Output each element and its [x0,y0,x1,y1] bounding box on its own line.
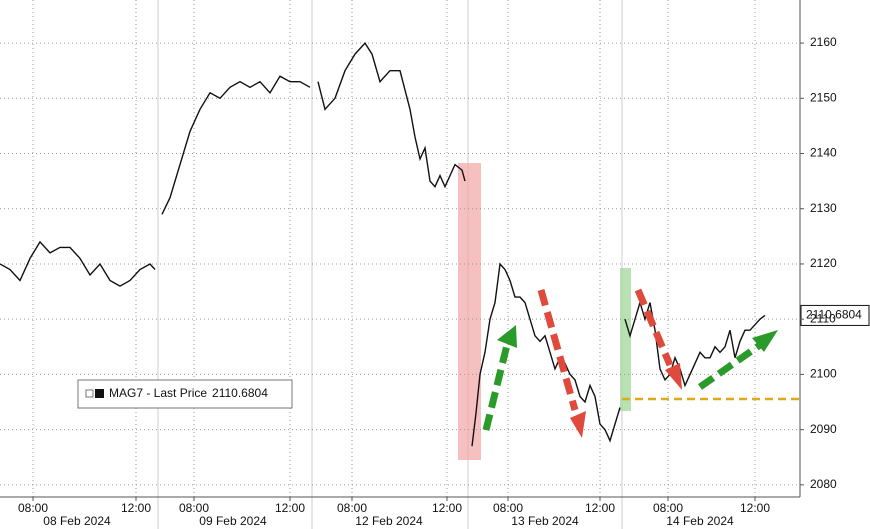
x-tick-label: 08:00 [179,501,209,515]
x-tick-label: 08:00 [493,501,523,515]
y-tick-label: 2140 [810,146,837,160]
x-tick-label: 12:00 [740,501,770,515]
x-date-label: 13 Feb 2024 [511,514,579,528]
x-date-label: 09 Feb 2024 [199,514,267,528]
legend-box [77,379,293,409]
x-tick-label: 12:00 [275,501,305,515]
arrows [482,288,778,438]
y-tick-label: 2090 [810,422,837,436]
arrowhead [665,363,682,390]
y-tick-label: 2110 [810,311,836,325]
x-tick-label: 12:00 [432,501,462,515]
x-tick-label: 08:00 [337,501,367,515]
x-date-label: 12 Feb 2024 [355,514,423,528]
legend-text: MAG7 - Last Price 2110.6804 [109,386,268,400]
last-price-box [800,304,870,326]
price-line [0,41,766,447]
y-tick-label: 2160 [810,35,837,49]
legend-name: MAG7 - Last Price [109,386,207,400]
x-tick-label: 12:00 [585,501,615,515]
y-tick-label: 2150 [810,90,837,104]
arrow [697,342,763,390]
arrow [634,288,674,367]
last-price-tag: 2110.6804 [800,304,870,326]
x-tick-label: 08:00 [18,501,48,515]
legend: MAG7 - Last Price 2110.6804 [77,379,293,409]
grid [0,0,800,497]
y-tick-label: 2120 [810,256,837,270]
last-price-label: 2110.6804 [806,308,862,322]
legend-swatch [95,389,104,398]
x-tick-label: 12:00 [121,501,151,515]
arrowhead [497,325,517,348]
arrow [537,289,579,411]
y-tick-label: 2080 [810,477,837,491]
x-tick-label: 08:00 [653,501,683,515]
y-tick-label: 2100 [810,367,837,381]
plot [0,41,766,447]
green-highlight [620,268,631,411]
red-highlight [458,163,481,460]
x-date-label: 14 Feb 2024 [666,514,734,528]
legend-icon [85,389,94,398]
arrowhead [752,330,778,352]
arrowhead [570,411,586,438]
y-tick-label: 2130 [810,201,837,215]
x-date-label: 08 Feb 2024 [43,514,111,528]
arrow [482,344,511,431]
legend-value: 2110.6804 [212,386,268,400]
